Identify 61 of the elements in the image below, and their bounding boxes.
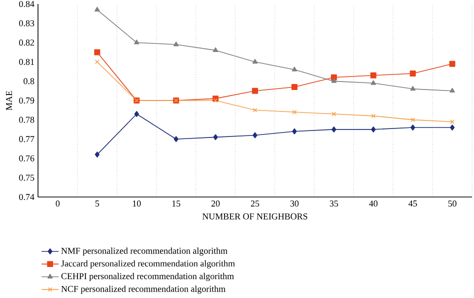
y-tick-label: 0.74 bbox=[19, 194, 34, 200]
point bbox=[331, 78, 337, 83]
x-axis-title: NUMBER OF NEIGHBORS bbox=[202, 213, 308, 220]
y-tick-label: 0.83 bbox=[19, 20, 34, 26]
point bbox=[450, 124, 455, 131]
x-tick-label: 45 bbox=[408, 200, 417, 207]
x-tick-label: 50 bbox=[448, 200, 456, 207]
point bbox=[292, 66, 298, 72]
point bbox=[449, 60, 456, 67]
point bbox=[134, 40, 140, 44]
y-tick-label: 0.81 bbox=[19, 58, 34, 65]
point bbox=[330, 74, 337, 80]
y-tick-label: 0.76 bbox=[19, 155, 34, 162]
point bbox=[410, 124, 416, 131]
y-tick-label: 0.79 bbox=[19, 97, 34, 104]
point bbox=[94, 6, 100, 12]
y-axis-title: MAE bbox=[6, 90, 12, 110]
x-tick-label: 15 bbox=[172, 200, 180, 207]
point bbox=[174, 136, 178, 142]
point bbox=[292, 128, 297, 134]
point bbox=[252, 108, 258, 112]
x-tick-label: 25 bbox=[250, 200, 260, 207]
point bbox=[450, 88, 455, 93]
point bbox=[410, 86, 416, 91]
y-tick-label: 0.77 bbox=[19, 136, 34, 142]
legend-label: Jaccard personalized recommendation algorithm bbox=[61, 260, 235, 268]
legend-label: CEHPI personalized recommendation algorithm bbox=[61, 272, 234, 282]
point bbox=[252, 88, 258, 94]
point bbox=[410, 70, 416, 76]
point bbox=[213, 134, 218, 140]
point bbox=[134, 111, 139, 117]
point bbox=[292, 110, 297, 114]
point bbox=[173, 42, 179, 46]
y-tick-label: 0.78 bbox=[19, 116, 34, 123]
x-tick-label: 30 bbox=[290, 200, 299, 207]
point bbox=[252, 132, 258, 138]
point bbox=[291, 84, 298, 90]
point bbox=[94, 49, 100, 56]
point bbox=[371, 114, 376, 118]
legend-label: NMF personalized recommendation algorithm bbox=[61, 248, 228, 256]
point bbox=[332, 126, 336, 132]
x-tick-label: 35 bbox=[330, 200, 338, 207]
x-tick-label: 40 bbox=[369, 200, 378, 207]
point bbox=[371, 126, 376, 132]
y-tick-label: 0.8 bbox=[24, 78, 34, 84]
y-tick-label: 0.84 bbox=[19, 0, 34, 8]
point bbox=[212, 47, 218, 52]
x-tick-label: 0 bbox=[56, 200, 60, 207]
legend-label: NCF personalized recommendation algorithm bbox=[61, 286, 226, 294]
y-tick-label: 0.75 bbox=[19, 174, 34, 181]
x-tick-label: 20 bbox=[211, 200, 220, 207]
point bbox=[410, 118, 416, 122]
y-tick-label: 0.82 bbox=[19, 40, 34, 46]
point bbox=[213, 98, 218, 103]
point bbox=[370, 72, 376, 78]
x-tick-label: 5 bbox=[95, 200, 100, 206]
point bbox=[332, 112, 336, 116]
point bbox=[94, 152, 100, 158]
x-tick-label: 10 bbox=[132, 200, 141, 207]
point bbox=[252, 58, 258, 64]
point bbox=[370, 80, 376, 85]
